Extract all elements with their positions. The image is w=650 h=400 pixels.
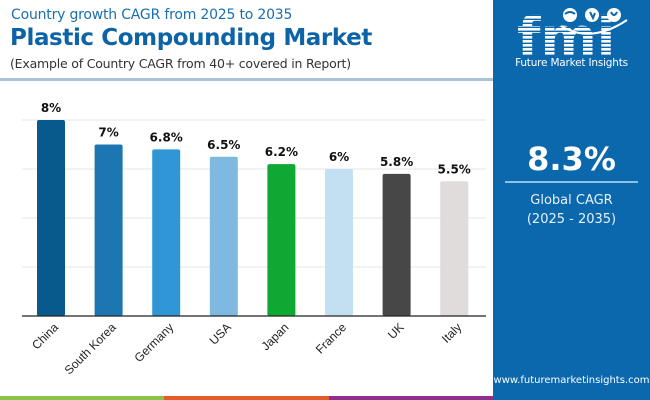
header-divider (0, 78, 493, 81)
stat-divider (505, 181, 638, 183)
data-label: 6% (329, 150, 349, 164)
footer-segment-purple (328, 396, 493, 400)
x-tick-label: Japan (258, 320, 291, 353)
data-label: 8% (41, 101, 61, 115)
bar-italy (440, 181, 469, 316)
x-tick-label: Italy (439, 320, 464, 345)
fmi-logo-icon: fmi (517, 6, 628, 69)
chart-subtitle-top: Country growth CAGR from 2025 to 2035 (11, 7, 293, 23)
x-tick-label: South Korea (62, 320, 119, 377)
chart-title: Plastic Compounding Market (10, 25, 372, 51)
chart-subtitle-bottom: (Example of Country CAGR from 40+ covere… (10, 56, 351, 71)
global-cagr-label: Global CAGR (2025 - 2035) (493, 191, 650, 229)
data-label: 6.2% (265, 145, 298, 159)
bar-china (37, 120, 65, 316)
fmi-logo: fmi (513, 4, 633, 69)
bar-chart: 8% 7% 6.8% 6.5% 6.2% 6% 5.8% 5.5% China South Ko… (0, 80, 493, 385)
data-label: 6.8% (150, 130, 183, 144)
bar-south-korea (94, 144, 123, 316)
global-cagr-period: (2025 - 2035) (526, 212, 617, 227)
bars (37, 120, 469, 316)
bar-chart-svg: 8% 7% 6.8% 6.5% 6.2% 6% 5.8% 5.5% China South Ko… (22, 101, 486, 377)
data-label: 7% (98, 126, 118, 140)
x-tick-label: France (313, 320, 350, 357)
x-tick-label: UK (385, 320, 407, 342)
footer-color-bar (0, 396, 493, 400)
data-label: 6.5% (207, 138, 240, 152)
bar-uk (382, 173, 411, 316)
global-cagr-value: 8.3% (527, 140, 616, 178)
x-tick-label: USA (207, 320, 234, 347)
gridlines (22, 119, 486, 268)
x-tick-label: China (29, 320, 61, 352)
x-tick-label: Germany (132, 320, 177, 365)
global-cagr-label-text: Global CAGR (530, 193, 613, 208)
website-link[interactable]: www.futuremarketinsights.com (493, 375, 650, 386)
bar-usa (209, 156, 238, 316)
data-labels: 8% 7% 6.8% 6.5% 6.2% 6% 5.8% 5.5% (41, 101, 471, 176)
header: Country growth CAGR from 2025 to 2035 Pl… (0, 0, 493, 81)
footer-segment-orange (164, 396, 329, 400)
footer-segment-green (0, 396, 165, 400)
bar-germany (152, 149, 181, 316)
globe-americas-icon (563, 8, 577, 22)
side-panel: fmi Future Market Insights 8.3% Global C… (493, 0, 650, 400)
x-tick-labels: China South Korea Germany USA Japan France UK I… (29, 320, 464, 377)
bar-japan (267, 164, 296, 316)
data-label: 5.5% (438, 162, 471, 176)
bar-france (325, 169, 353, 316)
data-label: 5.8% (380, 155, 413, 169)
logo-caption: Future Market Insights (515, 57, 628, 69)
